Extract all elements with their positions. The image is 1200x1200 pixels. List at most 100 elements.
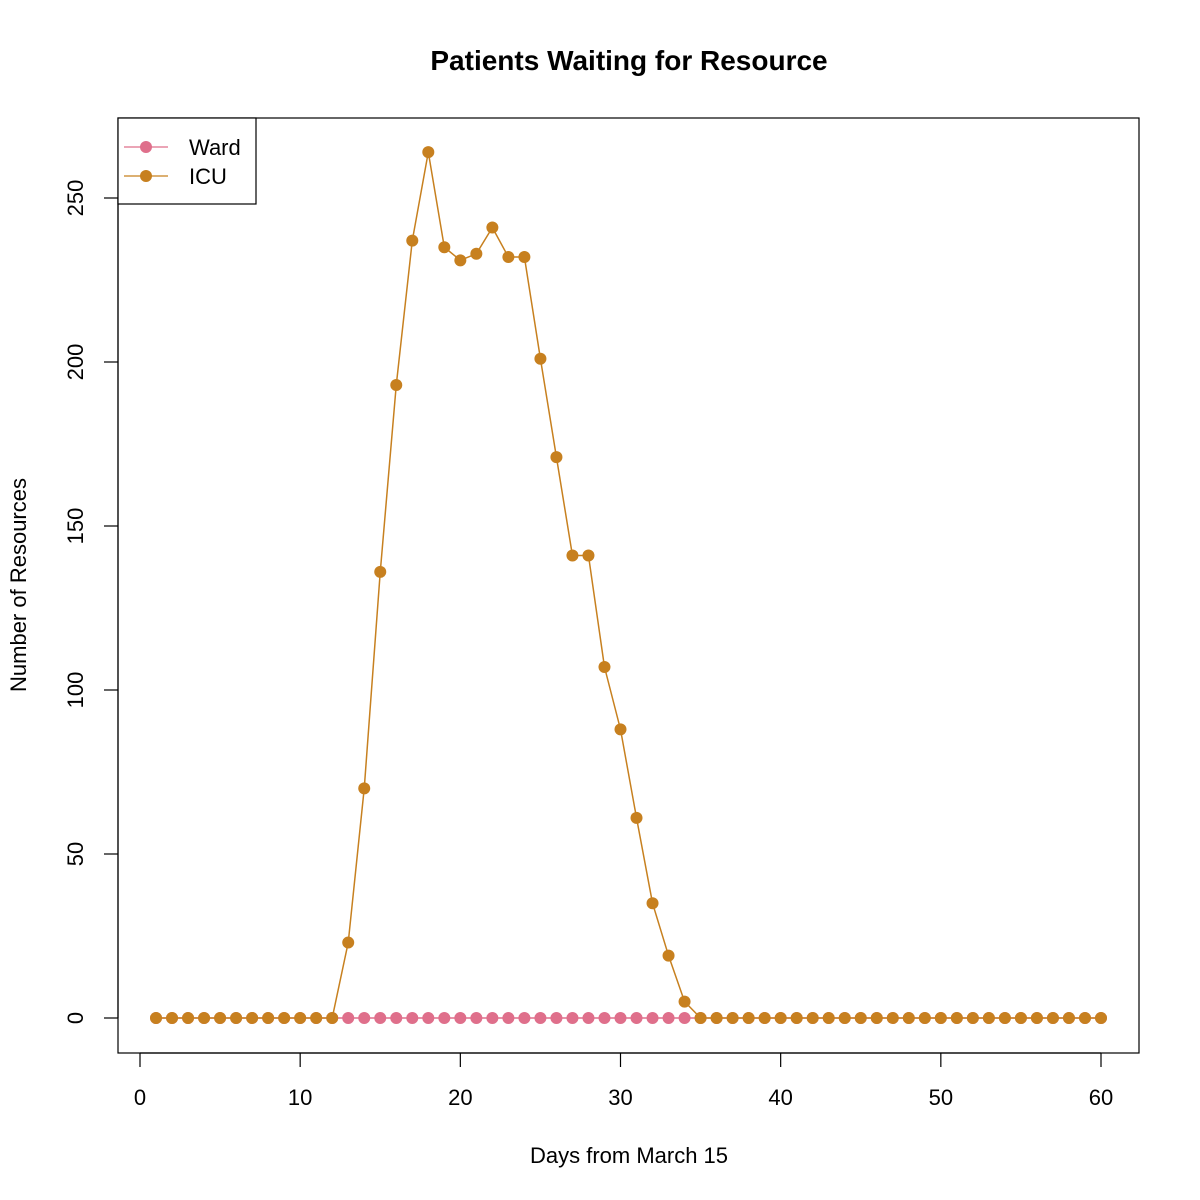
data-point-icu: [518, 251, 531, 264]
data-point-icu: [358, 782, 371, 795]
data-point-icu: [406, 234, 419, 247]
data-point-icu: [934, 1012, 947, 1024]
legend: Ward ICU: [117, 117, 257, 205]
data-point-icu: [806, 1012, 819, 1024]
data-point-icu: [470, 247, 483, 260]
legend-marker-icu: [140, 170, 152, 182]
data-point-icu: [710, 1012, 723, 1024]
data-point-icu: [1030, 1012, 1043, 1024]
data-point-ward: [486, 1012, 499, 1024]
data-point-icu: [998, 1012, 1011, 1024]
data-point-ward: [566, 1012, 579, 1024]
data-point-ward: [390, 1012, 403, 1024]
data-point-icu: [1078, 1012, 1091, 1024]
x-tick-label: 20: [448, 1085, 472, 1110]
data-point-icu: [262, 1012, 275, 1024]
data-point-ward: [662, 1012, 675, 1024]
data-point-icu: [598, 661, 611, 674]
data-point-icu: [950, 1012, 963, 1024]
data-point-icu: [918, 1012, 931, 1024]
data-point-icu: [726, 1012, 739, 1024]
y-tick-label: 200: [63, 344, 88, 381]
data-point-icu: [630, 811, 643, 824]
chart-title: Patients Waiting for Resource: [430, 45, 827, 76]
data-point-icu: [1046, 1012, 1059, 1024]
data-point-ward: [502, 1012, 515, 1024]
data-point-icu: [966, 1012, 979, 1024]
data-point-icu: [198, 1012, 211, 1024]
data-point-icu: [582, 549, 595, 562]
data-point-icu: [278, 1012, 291, 1024]
data-point-icu: [326, 1012, 339, 1024]
legend-label-icu: ICU: [189, 164, 227, 189]
data-point-icu: [182, 1012, 195, 1024]
data-point-ward: [374, 1012, 387, 1024]
data-point-icu: [1062, 1012, 1075, 1024]
y-tick-label: 0: [63, 1012, 88, 1024]
data-point-icu: [294, 1012, 307, 1024]
series-layer: [150, 146, 1107, 1024]
data-point-ward: [614, 1012, 627, 1024]
x-tick-label: 60: [1089, 1085, 1113, 1110]
data-point-icu: [502, 251, 515, 264]
data-point-icu: [566, 549, 579, 562]
data-point-icu: [662, 949, 675, 962]
data-point-icu: [902, 1012, 915, 1024]
data-point-icu: [390, 378, 403, 391]
y-axis: 0 50 100 150 200 250: [63, 180, 119, 1024]
data-point-icu: [854, 1012, 867, 1024]
data-point-icu: [790, 1012, 803, 1024]
data-point-icu: [422, 146, 435, 159]
data-point-ward: [646, 1012, 659, 1024]
x-tick-label: 30: [608, 1085, 632, 1110]
data-point-icu: [438, 241, 451, 254]
data-point-ward: [342, 1012, 355, 1024]
data-point-icu: [374, 565, 387, 578]
series-icu: [150, 146, 1107, 1024]
data-point-icu: [486, 221, 499, 234]
data-point-icu: [870, 1012, 883, 1024]
legend-marker-ward: [140, 141, 152, 153]
x-tick-label: 50: [929, 1085, 953, 1110]
plot-area-frame: [117, 117, 1140, 1054]
data-point-icu: [758, 1012, 771, 1024]
x-axis-label: Days from March 15: [530, 1143, 728, 1168]
data-point-icu: [982, 1012, 995, 1024]
x-tick-label: 40: [768, 1085, 792, 1110]
data-point-icu: [694, 1012, 707, 1024]
data-point-icu: [822, 1012, 835, 1024]
data-point-icu: [646, 897, 659, 910]
data-point-icu: [614, 723, 627, 736]
data-point-ward: [470, 1012, 483, 1024]
legend-box: [117, 117, 257, 205]
data-point-ward: [438, 1012, 451, 1024]
data-point-ward: [598, 1012, 611, 1024]
x-tick-label: 0: [134, 1085, 146, 1110]
x-tick-label: 10: [288, 1085, 312, 1110]
data-point-ward: [454, 1012, 467, 1024]
data-point-ward: [422, 1012, 435, 1024]
data-point-icu: [550, 451, 563, 464]
data-point-icu: [742, 1012, 755, 1024]
data-point-ward: [518, 1012, 531, 1024]
data-point-icu: [246, 1012, 259, 1024]
y-axis-label: Number of Resources: [6, 478, 31, 692]
data-point-icu: [534, 352, 547, 365]
legend-label-ward: Ward: [189, 135, 241, 160]
data-point-ward: [550, 1012, 563, 1024]
data-point-icu: [678, 995, 691, 1008]
data-point-icu: [454, 254, 467, 267]
data-point-icu: [310, 1012, 323, 1024]
data-point-icu: [150, 1012, 163, 1024]
data-point-icu: [214, 1012, 227, 1024]
y-tick-label: 100: [63, 672, 88, 709]
data-point-icu: [1014, 1012, 1027, 1024]
data-point-icu: [166, 1012, 179, 1024]
data-point-ward: [582, 1012, 595, 1024]
data-point-ward: [678, 1012, 691, 1024]
data-point-ward: [630, 1012, 643, 1024]
series-line-icu: [156, 151, 1101, 1019]
data-point-ward: [358, 1012, 371, 1024]
data-point-icu: [1095, 1012, 1107, 1024]
data-point-icu: [886, 1012, 899, 1024]
